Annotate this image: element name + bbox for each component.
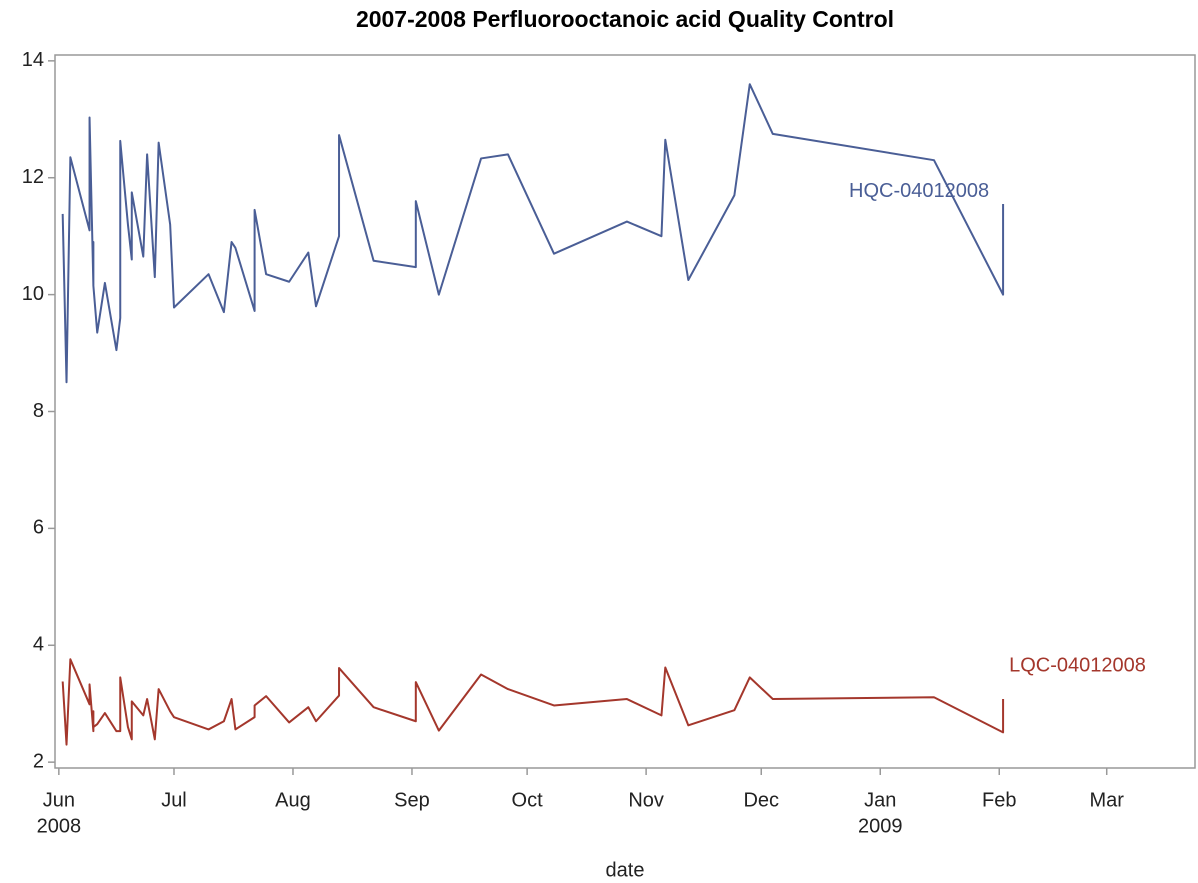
x-tick-label: Aug [275,789,311,811]
x-tick-label: Oct [512,789,544,811]
series-line [61,658,1005,746]
y-tick-label: 12 [22,166,44,188]
x-tick-year-label: 2009 [858,815,903,837]
x-tick-label: Jul [161,789,187,811]
x-tick-label: Feb [982,789,1016,811]
x-tick-label: Dec [743,789,779,811]
y-tick-label: 14 [22,49,44,71]
y-tick-label: 2 [33,750,44,772]
x-axis-label: date [606,859,645,881]
series-label: LQC-04012008 [1009,654,1146,676]
y-tick-label: 10 [22,283,44,305]
y-tick-label: 6 [33,517,44,539]
series-line [61,83,1005,384]
series-label: HQC-04012008 [849,180,989,202]
chart-title: 2007-2008 Perfluorooctanoic acid Quality… [356,6,894,32]
x-tick-label: Jan [864,789,896,811]
x-tick-label: Jun [43,789,75,811]
x-tick-label: Mar [1089,789,1124,811]
y-tick-label: 4 [33,634,44,656]
x-tick-label: Nov [628,789,664,811]
x-tick-year-label: 2008 [37,815,82,837]
x-tick-label: Sep [394,789,430,811]
y-tick-label: 8 [33,400,44,422]
